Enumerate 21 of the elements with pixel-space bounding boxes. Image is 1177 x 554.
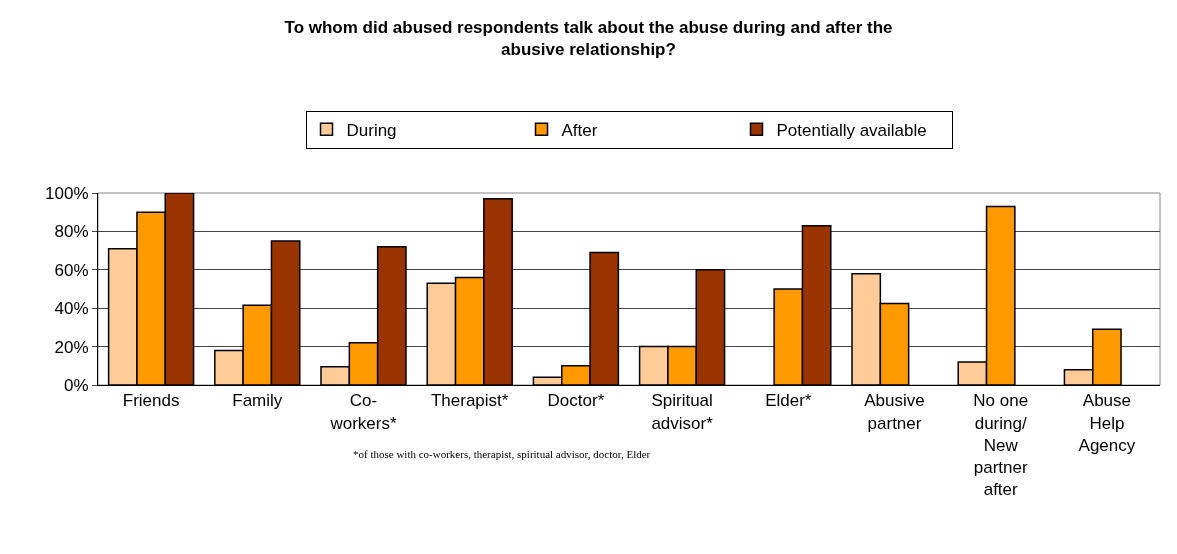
x-tick-label: Family	[232, 391, 283, 411]
x-tick-label: Therapist*	[430, 391, 509, 411]
x-tick-label: Abuse Help Agency	[1078, 391, 1136, 455]
y-tick-label: 100%	[45, 183, 89, 203]
legend-label: Potentially available	[776, 120, 927, 140]
y-tick-label: 20%	[54, 337, 89, 357]
y-tick-label: 0%	[64, 375, 89, 395]
x-tick-label: Abusive partner	[864, 391, 925, 433]
y-tick-label: 80%	[54, 222, 89, 242]
x-tick-label: No one during/ New partner after	[973, 391, 1029, 499]
legend-label: After	[561, 120, 598, 140]
x-tick-label: Co-workers*	[329, 391, 397, 433]
x-tick-label: Doctor*	[547, 391, 605, 411]
x-tick-label: Spiritual advisor*	[651, 391, 714, 433]
x-tick-label: Elder*	[765, 391, 812, 411]
y-tick-label: 60%	[54, 260, 89, 280]
y-tick-label: 40%	[54, 299, 89, 319]
x-tick-label: Friends	[122, 391, 180, 411]
text: *of those with co-workers, therapist, spiritual advisor, doctor, Elder	[353, 448, 651, 460]
chart-title: To whom did abused respondents talk about the abuse during and after the abusive relationship?	[284, 18, 893, 60]
legend-label: During	[346, 120, 397, 140]
